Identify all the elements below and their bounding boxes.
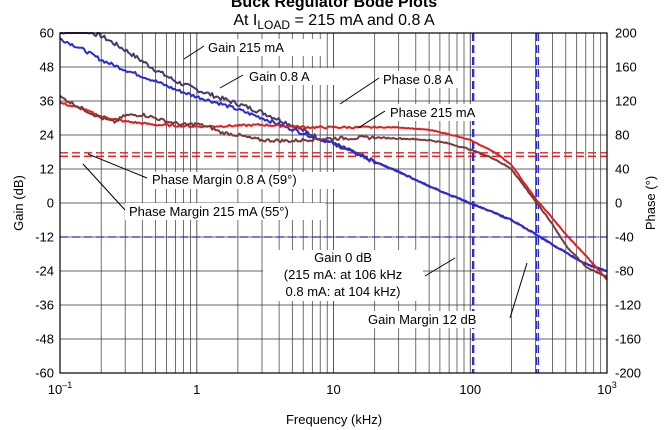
annotation-text: (215 mA: at 106 kHz: [284, 267, 403, 282]
series-line: [59, 37, 608, 273]
annotation-leader: [424, 257, 456, 277]
annotation-background: [385, 104, 489, 121]
y-tick-label-left: 24: [40, 128, 54, 143]
y-tick-label-right: -80: [615, 264, 634, 279]
x-tick-label: 100: [459, 382, 481, 397]
x-tick-label: 10–1: [48, 380, 72, 397]
annotation-background: [263, 250, 423, 301]
annotation-text: Gain Margin 12 dB: [368, 312, 476, 327]
annotation-text: Gain 0 dB: [314, 250, 372, 265]
annotation-leader: [509, 262, 528, 319]
series-lines: [59, 32, 608, 281]
y-tick-label-left: 36: [40, 94, 54, 109]
y-tick-label-right: 120: [615, 94, 637, 109]
y-axis-label-left: Gain (dB): [11, 175, 26, 231]
annotation-gain215: Gain 215 mA: [183, 39, 322, 60]
annotation-pm08: Phase Margin 0.8 A (59°): [87, 153, 343, 189]
annotation-leader: [87, 153, 148, 179]
annotation-phase08: Phase 0.8 A: [339, 71, 459, 105]
annotation-text: 0.8 mA: at 104 kHz): [286, 284, 401, 299]
annotation-gain08: Gain 0.8 A: [219, 68, 341, 89]
y-tick-label-left: -24: [35, 264, 54, 279]
y-tick-label-left: 12: [40, 162, 54, 177]
plot-frame: [59, 32, 608, 374]
annotation-gain0: Gain 0 dB (215 mA: at 106 kHz 0.8 mA: at 1…: [263, 250, 456, 301]
y-tick-label-right: 0: [615, 196, 622, 211]
y-tick-label-right: -120: [615, 298, 641, 313]
series-line: [59, 101, 608, 281]
annotation-text: Gain 215 mA: [208, 40, 284, 55]
x-tick-label: 1: [193, 382, 200, 397]
annotation-text: Phase 0.8 A: [383, 72, 453, 87]
y-tick-label-right: -200: [615, 366, 641, 381]
y-tick-label-right: 160: [615, 60, 637, 75]
y-tick-label-left: -12: [35, 230, 54, 245]
chart-subtitle: At ILOAD = 215 mA and 0.8 A: [233, 12, 435, 32]
annotation-background: [204, 39, 322, 56]
y-tick-label-right: -40: [615, 230, 634, 245]
y-tick-label-right: 40: [615, 162, 629, 177]
x-axis-label: Frequency (kHz): [286, 412, 382, 427]
annotation-background: [125, 203, 325, 220]
annotation-text: Phase Margin 0.8 A (59°): [152, 172, 297, 187]
y-tick-label-left: 60: [40, 26, 54, 41]
annotation-background: [364, 311, 508, 328]
x-tick-label: 103: [597, 380, 616, 397]
annotation-leader: [339, 77, 380, 105]
tick-labels: 60483624120-12-24-36-48-6020016012080400…: [35, 26, 641, 398]
annotation-text: Phase Margin 215 mA (55°): [129, 204, 289, 219]
annotation-leader: [183, 45, 205, 60]
annotation-gm: Gain Margin 12 dB: [364, 262, 528, 328]
y-tick-label-left: 0: [47, 196, 54, 211]
y-tick-label-right: 80: [615, 128, 629, 143]
annotation-leader: [219, 74, 244, 89]
y-tick-label-left: -36: [35, 298, 54, 313]
annotation-background: [243, 68, 341, 85]
y-axis-label-right: Phase (°): [643, 176, 658, 230]
y-tick-label-right: 200: [615, 26, 637, 41]
annotation-phase215: Phase 215 mA: [357, 104, 489, 129]
chart-title: Buck Regulator Bode Plots: [231, 0, 437, 11]
x-tick-label: 10: [326, 382, 340, 397]
annotations: Gain 215 mA Gain 0.8 A Phase 0.8 A Phase 21…: [82, 39, 528, 328]
annotation-background: [147, 172, 343, 189]
y-tick-label-left: -48: [35, 332, 54, 347]
annotation-text: Phase 215 mA: [390, 105, 476, 120]
y-tick-label-left: -60: [35, 366, 54, 381]
annotation-pm215: Phase Margin 215 mA (55°): [82, 163, 325, 220]
annotation-leader: [82, 163, 126, 211]
annotation-leader: [357, 110, 386, 129]
y-tick-label-left: 48: [40, 60, 54, 75]
annotation-background: [379, 71, 459, 88]
series-line: [59, 94, 608, 279]
y-tick-label-right: -160: [615, 332, 641, 347]
annotation-text: Gain 0.8 A: [249, 69, 310, 84]
